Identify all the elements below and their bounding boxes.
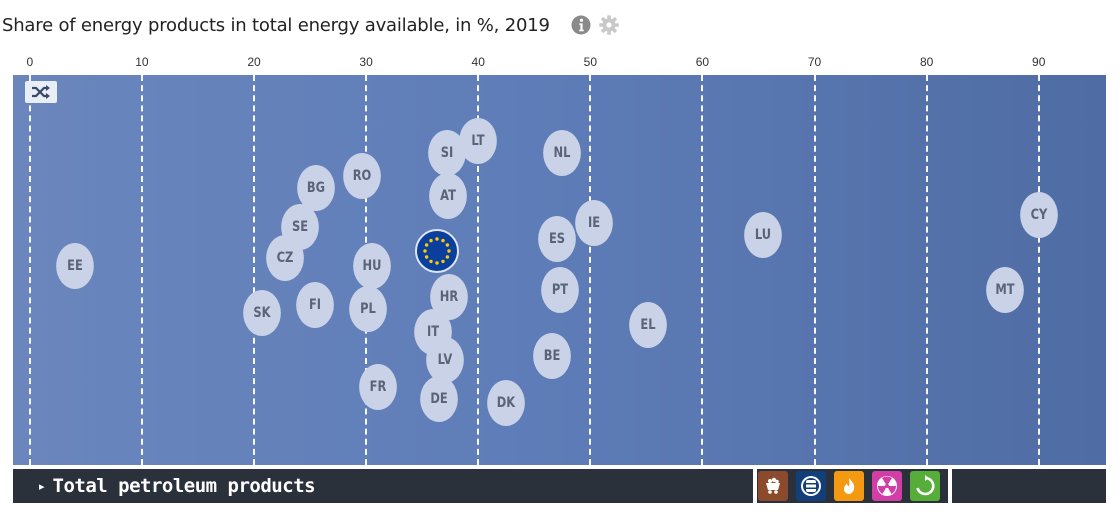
bubble-ro[interactable]: RO — [342, 153, 381, 200]
nuclear-button[interactable] — [872, 471, 902, 501]
bubble-cy[interactable]: CY — [1019, 192, 1058, 239]
divider — [753, 469, 757, 503]
bubble-dk[interactable]: DK — [487, 379, 526, 426]
product-bar: ▸ Total petroleum products — [13, 469, 1106, 503]
title-row: Share of energy products in total energy… — [2, 10, 620, 40]
grid-line — [1037, 75, 1040, 465]
radiation-icon — [877, 476, 897, 496]
recycle-icon — [916, 475, 935, 496]
flame-icon — [844, 478, 855, 494]
bubble-el[interactable]: EL — [628, 301, 667, 348]
bubble-de[interactable]: DE — [420, 375, 458, 422]
grid-line — [28, 75, 31, 465]
bubble-es[interactable]: ES — [537, 215, 576, 262]
bubble-fr[interactable]: FR — [359, 364, 398, 410]
bubble-fi[interactable]: FI — [295, 282, 334, 329]
grid-line — [140, 75, 143, 465]
grid-line — [925, 75, 928, 465]
grid-line — [701, 75, 704, 465]
gas-button[interactable] — [834, 471, 864, 501]
product-selector[interactable]: ▸ Total petroleum products — [39, 469, 316, 503]
chart-plot-area: EE SK CZ SE FI BG RO PL HU FR IT DE LV AT SI HR LT DK BE ES… — [13, 75, 1106, 465]
x-tick-label: 0 — [26, 55, 34, 69]
bubble-hr[interactable]: HR — [430, 274, 468, 321]
x-tick-label: 40 — [471, 55, 485, 69]
bubble-pt[interactable]: PT — [541, 266, 579, 313]
bubble-lt[interactable]: LT — [459, 118, 498, 165]
coal-cart-icon — [766, 477, 780, 494]
coal-button[interactable] — [758, 471, 788, 501]
product-label: Total petroleum products — [52, 475, 316, 497]
x-tick-label: 60 — [695, 55, 710, 69]
x-tick-label: 50 — [583, 55, 598, 69]
bubble-bg[interactable]: BG — [296, 165, 335, 212]
bubble-ie[interactable]: IE — [574, 200, 613, 247]
bubble-ee[interactable]: EE — [55, 243, 94, 290]
grid-line — [253, 75, 256, 465]
eu-flag-icon — [423, 236, 451, 265]
gear-icon[interactable] — [598, 14, 620, 36]
x-tick-label: 10 — [135, 55, 149, 69]
oil-button[interactable] — [796, 471, 826, 501]
bubble-hu[interactable]: HU — [352, 243, 391, 290]
bubble-lv[interactable]: LV — [425, 336, 464, 383]
bubble-se[interactable]: SE — [281, 204, 319, 251]
x-axis-tick-labels: 0 10 20 30 40 50 60 70 80 90 — [0, 55, 1120, 73]
oil-barrel-icon — [801, 476, 821, 496]
page-title: Share of energy products in total energy… — [2, 14, 550, 36]
eu-average-marker[interactable] — [414, 228, 459, 273]
shuffle-icon — [32, 85, 50, 99]
bubble-nl[interactable]: NL — [543, 130, 582, 176]
grid-line — [813, 75, 816, 465]
info-icon[interactable] — [570, 14, 592, 36]
grid-line — [589, 75, 592, 465]
bubble-mt[interactable]: MT — [986, 266, 1024, 313]
x-tick-label: 90 — [1032, 55, 1046, 69]
grid-line — [477, 75, 480, 465]
bubble-be[interactable]: BE — [533, 332, 572, 379]
x-tick-label: 80 — [919, 55, 934, 69]
bubble-at[interactable]: AT — [429, 172, 467, 219]
bubble-pl[interactable]: PL — [349, 286, 388, 332]
x-tick-label: 30 — [359, 55, 373, 69]
bubble-sk[interactable]: SK — [242, 289, 281, 336]
divider — [948, 469, 952, 503]
bubble-lu[interactable]: LU — [744, 211, 782, 258]
renewables-button[interactable] — [910, 471, 940, 501]
shuffle-button[interactable] — [25, 81, 57, 103]
x-tick-label: 20 — [247, 55, 261, 69]
expand-arrow-icon: ▸ — [39, 479, 45, 493]
x-tick-label: 70 — [807, 55, 822, 69]
